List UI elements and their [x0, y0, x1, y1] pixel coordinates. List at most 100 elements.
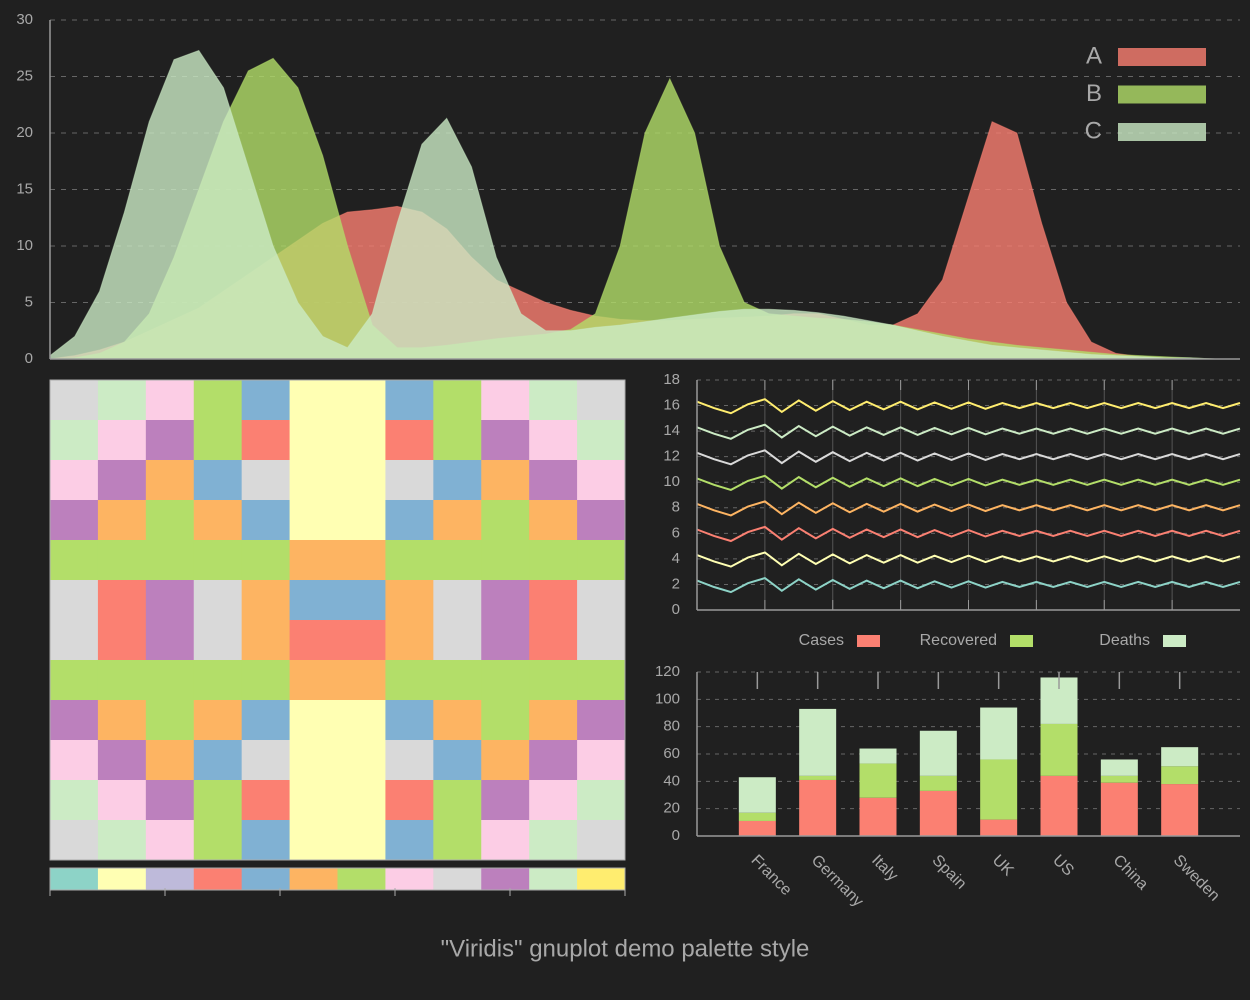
heatmap-cell [385, 380, 434, 421]
heatmap-cell [529, 380, 578, 421]
heatmap-cell [241, 620, 291, 661]
y-tick-label: 0 [25, 350, 33, 367]
y-tick-label: 15 [16, 180, 33, 197]
heatmap-cell [385, 580, 434, 621]
bar-segment [1040, 723, 1078, 776]
colorbar-swatch [97, 868, 147, 890]
y-tick-label: 20 [663, 800, 680, 817]
heatmap-cell [241, 380, 291, 421]
heatmap-cell [529, 420, 578, 461]
heatmap-cell [481, 420, 530, 461]
x-tick-label: UK [989, 852, 1017, 880]
legend-label: B [1086, 80, 1102, 107]
bar-segment [859, 748, 897, 764]
heatmap-cell [433, 500, 482, 541]
heatmap-cell [337, 420, 386, 461]
y-tick-label: 120 [655, 663, 680, 680]
heatmap-cell [289, 540, 338, 581]
heatmap-cell [385, 500, 434, 541]
bar-segment [919, 730, 957, 776]
bar-segment [919, 790, 957, 836]
heatmap-cell [385, 780, 434, 821]
x-tick-label: Sweden [1170, 852, 1223, 905]
heatmap-cell [337, 500, 386, 541]
heatmap-cell [241, 580, 291, 621]
heatmap-cell [289, 580, 338, 621]
heatmap-cell [145, 660, 195, 701]
heatmap-cell [577, 500, 626, 541]
legend-swatch [1118, 85, 1206, 104]
heatmap-cell [337, 700, 386, 741]
heatmap-cell [529, 740, 578, 781]
heatmap-cell [529, 780, 578, 821]
y-tick-label: 18 [663, 371, 680, 388]
heatmap-cell [241, 460, 291, 501]
y-tick-label: 8 [672, 499, 680, 516]
y-tick-label: 20 [16, 124, 33, 141]
heatmap-cell [97, 620, 147, 661]
heatmap-cell [481, 580, 530, 621]
colorbar-swatch [481, 868, 530, 890]
heatmap-cell [337, 460, 386, 501]
heatmap-cell [145, 820, 195, 861]
heatmap-cell [289, 780, 338, 821]
heatmap-cell [289, 740, 338, 781]
heatmap-cell [241, 820, 291, 861]
legend-swatch [857, 635, 880, 647]
colorbar-swatch [145, 868, 195, 890]
y-tick-label: 2 [672, 575, 680, 592]
heatmap-cell [97, 420, 147, 461]
heatmap-cell [433, 420, 482, 461]
heatmap-cell [577, 620, 626, 661]
heatmap-cell [193, 460, 243, 501]
heatmap-cell [337, 580, 386, 621]
colorbar-swatch [241, 868, 291, 890]
area-fill [50, 58, 1240, 360]
bar-segment [1100, 775, 1138, 783]
heatmap-cell [50, 500, 99, 541]
line-series [696, 449, 1241, 466]
heatmap-cell [529, 460, 578, 501]
heatmap-cell [529, 580, 578, 621]
y-tick-label: 30 [16, 11, 33, 28]
heatmap-cell [50, 460, 99, 501]
bar-segment [859, 797, 897, 836]
bar-segment [1161, 747, 1199, 767]
colorbar-swatch [529, 868, 578, 890]
heatmap-cell [193, 500, 243, 541]
colorbar-swatch [50, 868, 99, 890]
heatmap-cell [529, 620, 578, 661]
heatmap-cell [385, 740, 434, 781]
heatmap-cell [529, 540, 578, 581]
x-tick-label: China [1110, 852, 1152, 894]
heatmap-cell [577, 820, 626, 861]
heatmap-cell [433, 380, 482, 421]
legend-label: Cases [799, 632, 844, 649]
bar-segment [919, 775, 957, 791]
heatmap-frame [49, 379, 626, 861]
colorbar-swatch [289, 868, 338, 890]
heatmap-cell [481, 700, 530, 741]
legend-label: Deaths [1099, 632, 1150, 649]
heatmap-cell [433, 460, 482, 501]
bar-segment [1040, 775, 1078, 836]
colorbar-swatch [337, 868, 386, 890]
bar-segment [859, 763, 897, 798]
legend-swatch [1010, 635, 1033, 647]
heatmap-cell [433, 820, 482, 861]
heatmap-cell [193, 420, 243, 461]
heatmap-cell [50, 420, 99, 461]
heatmap-cell [385, 540, 434, 581]
x-tick-label: Italy [868, 852, 901, 885]
y-tick-label: 0 [672, 827, 680, 844]
heatmap-cell [50, 780, 99, 821]
heatmap-cell [529, 700, 578, 741]
heatmap-cell [481, 660, 530, 701]
heatmap-cell [385, 620, 434, 661]
heatmap-cell [193, 380, 243, 421]
bar-segment [980, 707, 1018, 760]
heatmap-cell [50, 660, 99, 701]
heatmap-cell [481, 780, 530, 821]
heatmap-cell [433, 620, 482, 661]
